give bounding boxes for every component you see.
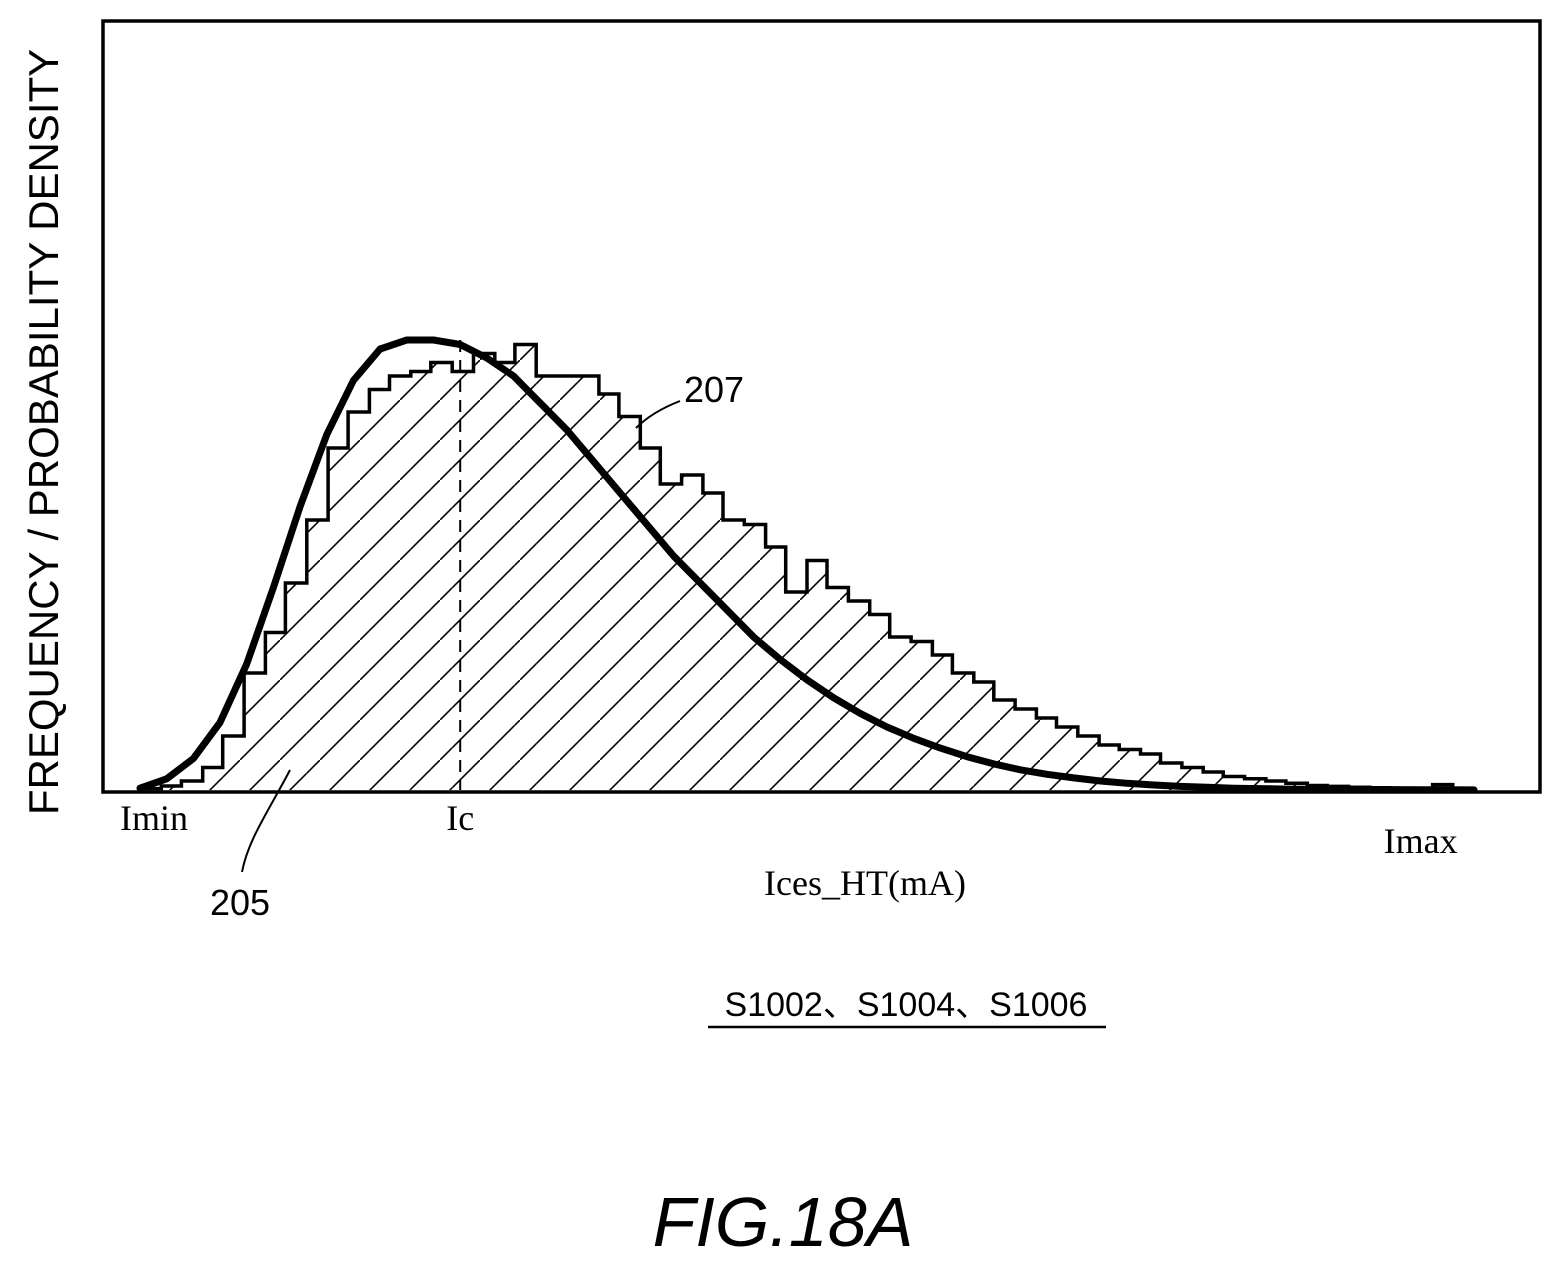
histogram-bar	[181, 781, 203, 790]
histogram-bar	[494, 362, 515, 790]
histogram-bar	[306, 520, 329, 790]
figure-label: FIG.18A	[653, 1183, 914, 1261]
leader-line-207	[635, 400, 681, 429]
histogram-bar	[911, 641, 933, 790]
histogram-bar	[244, 673, 266, 790]
histogram-bar	[1244, 778, 1266, 791]
histogram-bar	[973, 682, 994, 790]
distribution-curve-207	[136, 336, 1478, 794]
histogram-bar	[765, 547, 786, 790]
histogram-bar	[660, 484, 682, 790]
histogram-bar	[993, 700, 1016, 790]
histogram-bar	[827, 587, 849, 790]
histogram-bar	[952, 673, 974, 790]
histogram-bar	[202, 767, 223, 790]
histogram-bar	[723, 520, 745, 790]
histogram-bar	[932, 655, 953, 790]
histogram-bar	[556, 376, 578, 790]
x-axis-label: Ices_HT(mA)	[764, 863, 966, 903]
reference-numeral-205: 205	[210, 882, 270, 923]
histogram-bar	[577, 376, 599, 790]
histogram-bar	[889, 637, 911, 790]
histogram-bar	[744, 524, 766, 790]
histogram-bar	[848, 601, 870, 790]
histogram-bar	[265, 632, 286, 790]
histogram-bar	[807, 560, 827, 790]
histogram-outline	[138, 342, 1476, 791]
plot-frame	[101, 19, 1542, 794]
histogram-bar	[369, 389, 390, 790]
x-marker-labels: Imin Ic Imax	[120, 798, 1458, 861]
histogram-bar	[869, 614, 890, 790]
histogram-bar	[681, 475, 703, 790]
histogram-bar	[785, 592, 807, 790]
histogram-bar	[1036, 718, 1057, 790]
histogram-bar	[640, 448, 661, 790]
histogram-bar	[1015, 709, 1037, 790]
histogram-bar	[410, 371, 431, 790]
histogram-bar	[618, 416, 641, 790]
x-marker-label-imax: Imax	[1384, 821, 1458, 861]
histogram-bar	[348, 412, 370, 790]
histogram-bar	[161, 786, 182, 790]
histogram-bar	[430, 362, 453, 790]
histogram-bar	[222, 736, 244, 790]
histogram-bar	[598, 394, 619, 790]
histogram-205	[138, 342, 1476, 791]
histogram-bar	[536, 376, 557, 790]
steps-label: S1002、S1004、S1006	[725, 986, 1088, 1024]
x-marker-label-ic: Ic	[446, 798, 474, 838]
histogram-bar	[389, 376, 411, 790]
y-axis-label: FREQUENCY / PROBABILITY DENSITY	[20, 49, 67, 815]
histogram-bar	[452, 371, 474, 790]
histogram-bar	[702, 493, 723, 790]
histogram-bar	[514, 344, 537, 790]
reference-numeral-207: 207	[684, 369, 744, 410]
histogram-bar	[473, 353, 495, 790]
x-marker-label-imin: Imin	[120, 798, 188, 838]
histogram-bar	[328, 448, 349, 790]
leader-line-205	[241, 769, 291, 873]
histogram-bar	[285, 583, 307, 790]
